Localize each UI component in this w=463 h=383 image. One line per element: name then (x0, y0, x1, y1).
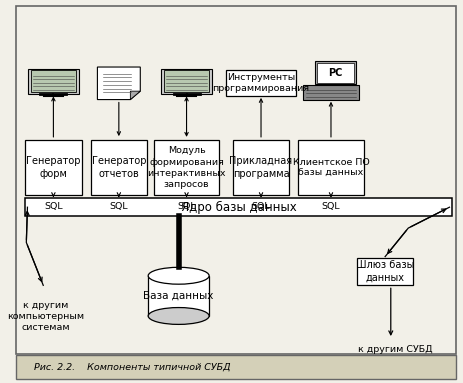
Text: Клиентское ПО
базы данных: Клиентское ПО базы данных (293, 157, 369, 178)
Text: SQL: SQL (322, 201, 340, 211)
Text: SQL: SQL (44, 201, 63, 211)
FancyBboxPatch shape (148, 276, 209, 316)
Text: SQL: SQL (252, 201, 270, 211)
FancyBboxPatch shape (315, 61, 356, 84)
FancyBboxPatch shape (161, 69, 212, 94)
FancyBboxPatch shape (25, 198, 452, 216)
FancyBboxPatch shape (28, 69, 79, 94)
FancyBboxPatch shape (357, 258, 413, 285)
FancyBboxPatch shape (233, 140, 289, 195)
FancyBboxPatch shape (91, 140, 147, 195)
Text: База данных: База данных (144, 291, 214, 301)
FancyBboxPatch shape (31, 70, 76, 92)
FancyBboxPatch shape (164, 70, 209, 92)
Text: к другим
компьютерным
системам: к другим компьютерным системам (7, 301, 84, 332)
FancyBboxPatch shape (226, 70, 296, 96)
Text: Ядро базы данных: Ядро базы данных (181, 201, 296, 214)
Text: Инструменты
программирования: Инструменты программирования (213, 73, 310, 93)
Text: SQL: SQL (177, 201, 196, 211)
Text: Прикладная
программа: Прикладная программа (230, 156, 293, 179)
Polygon shape (131, 91, 140, 100)
Ellipse shape (148, 267, 209, 284)
Ellipse shape (148, 308, 209, 324)
Text: Рис. 2.2.    Компоненты типичной СУБД: Рис. 2.2. Компоненты типичной СУБД (34, 363, 231, 372)
FancyBboxPatch shape (16, 355, 456, 379)
FancyBboxPatch shape (154, 140, 219, 195)
Polygon shape (97, 67, 140, 100)
Text: Генератор
отчетов: Генератор отчетов (92, 156, 146, 179)
FancyBboxPatch shape (317, 63, 354, 83)
FancyBboxPatch shape (16, 6, 456, 354)
Text: Генератор
форм: Генератор форм (26, 156, 81, 179)
FancyBboxPatch shape (303, 85, 359, 100)
FancyBboxPatch shape (25, 140, 81, 195)
Text: к другим СУБД: к другим СУБД (358, 345, 432, 354)
Text: SQL: SQL (110, 201, 128, 211)
Text: Шлюз базы
данных: Шлюз базы данных (356, 260, 414, 283)
Text: PC: PC (328, 68, 343, 78)
Text: Модуль
формирования
интерактивных
запросов: Модуль формирования интерактивных запрос… (147, 146, 226, 189)
FancyBboxPatch shape (298, 140, 364, 195)
